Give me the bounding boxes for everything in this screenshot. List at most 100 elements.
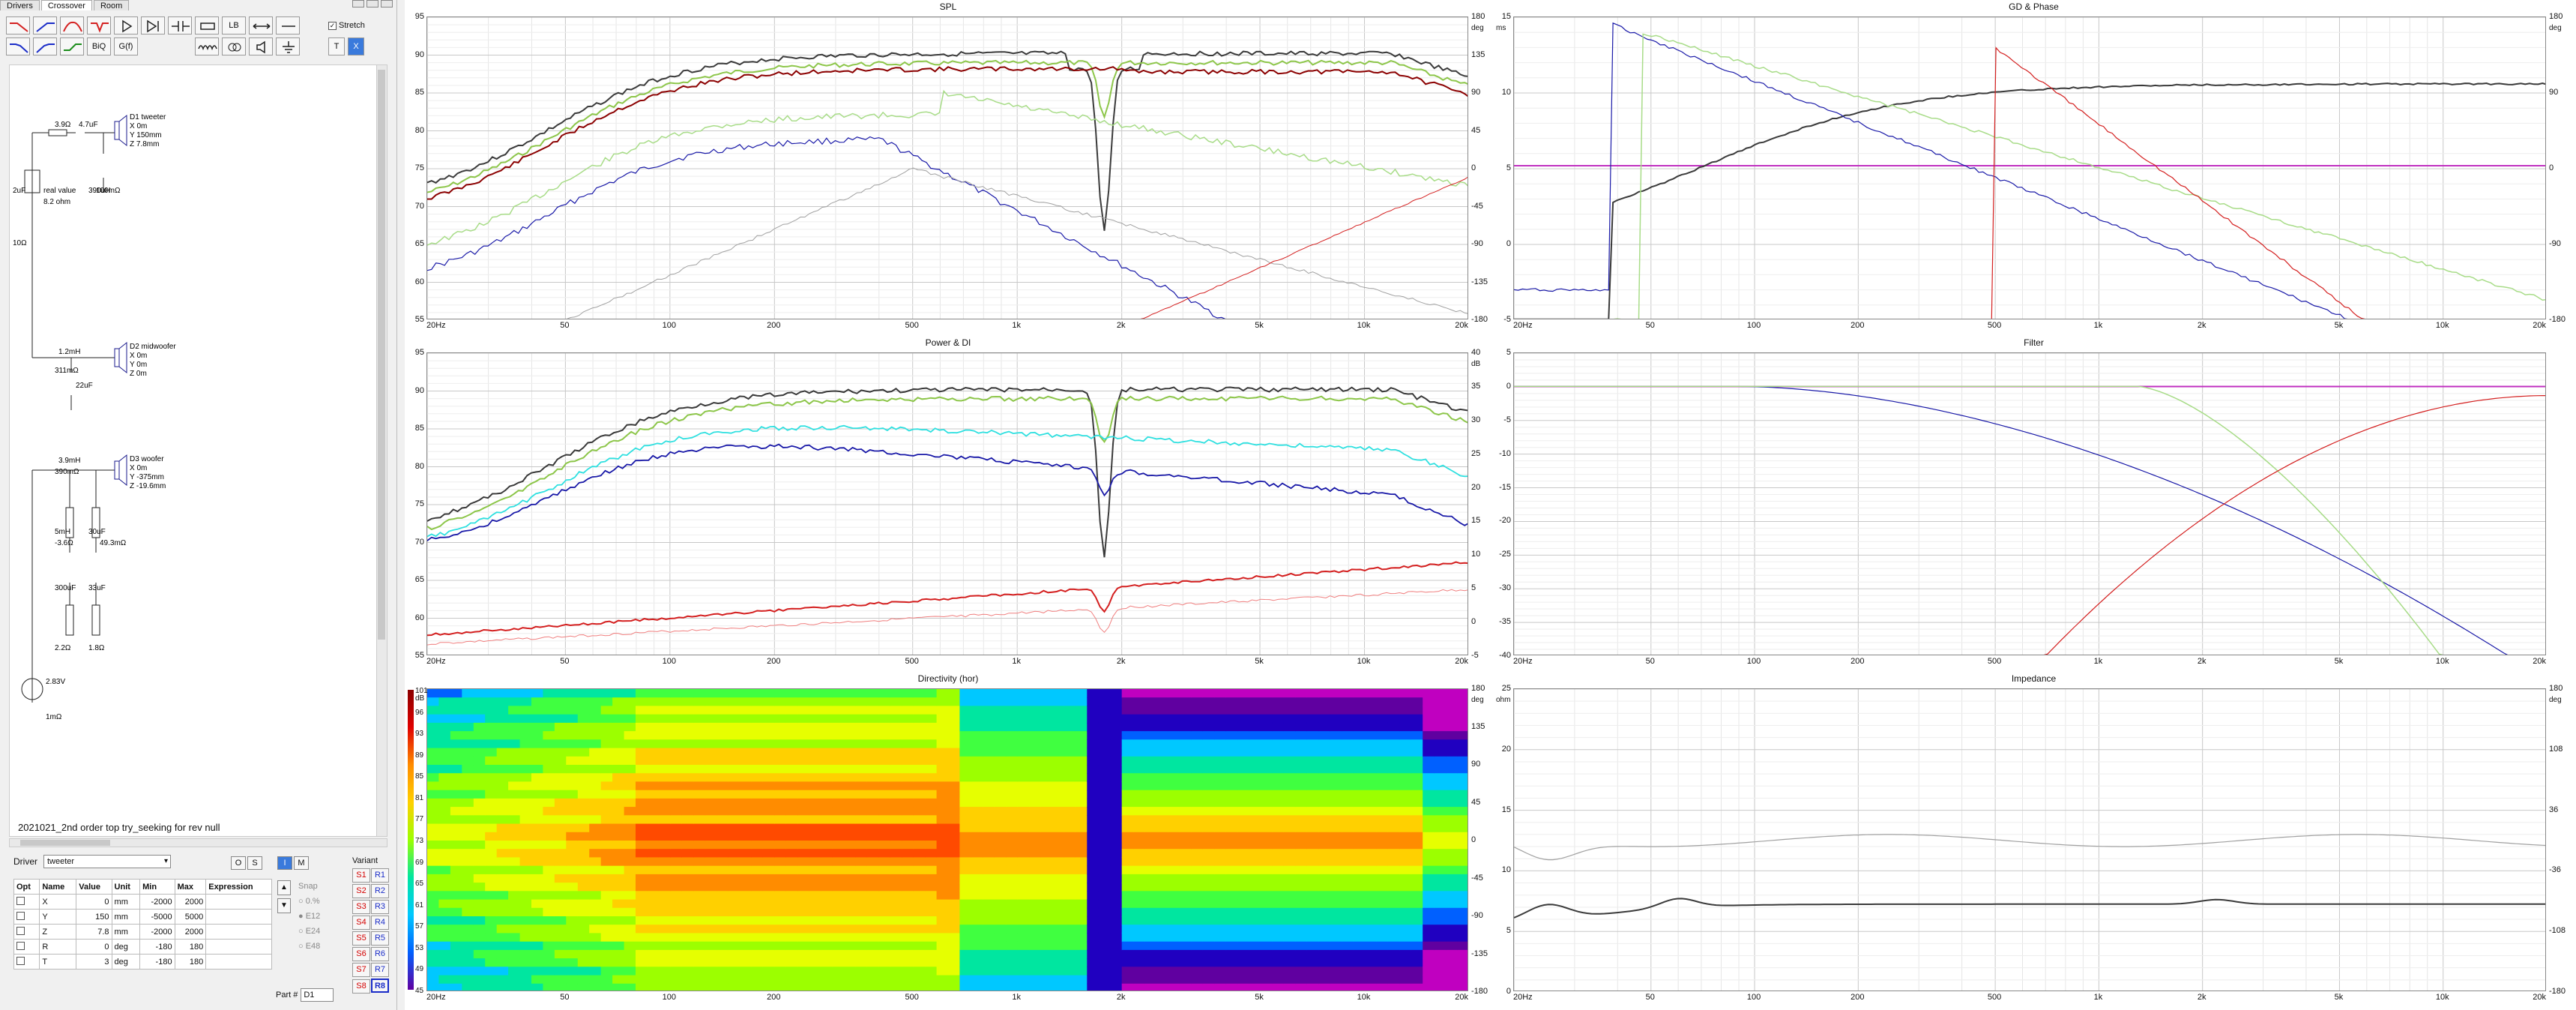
variant-s-button[interactable]: S8 xyxy=(352,979,370,994)
snap-option-e24[interactable]: ○ E24 xyxy=(298,927,321,936)
variant-s-button[interactable]: S6 xyxy=(352,947,370,961)
inductor-button[interactable] xyxy=(195,37,219,55)
table-row[interactable]: Z 7.8 mm -2000 2000 xyxy=(13,924,272,940)
crossover-schematic[interactable]: 3.9Ω 4.7uF real value 8.2 ohm 2uF 10Ω 390uH 100… xyxy=(9,64,387,837)
cell-min[interactable]: -5000 xyxy=(139,909,175,925)
bandpass-button[interactable] xyxy=(60,16,84,34)
opt-checkbox[interactable] xyxy=(16,926,25,935)
cell-max[interactable]: 2000 xyxy=(174,924,207,940)
variant-s-button[interactable]: S1 xyxy=(352,868,370,883)
opt-checkbox[interactable] xyxy=(16,941,25,950)
shelf-button[interactable] xyxy=(60,37,84,55)
directivity-plot[interactable] xyxy=(426,688,1468,991)
close-button[interactable] xyxy=(381,0,393,7)
cell-min[interactable]: -180 xyxy=(139,939,175,955)
cell-expression[interactable] xyxy=(205,924,272,940)
cell-name[interactable]: T xyxy=(39,954,77,970)
impedance-plot[interactable] xyxy=(1513,688,2546,991)
biq-button[interactable]: BiQ xyxy=(87,37,111,55)
i-button[interactable]: I xyxy=(277,856,292,870)
variant-r-button[interactable]: R3 xyxy=(371,900,389,914)
shape-button[interactable] xyxy=(276,16,300,34)
cell-opt[interactable] xyxy=(13,909,40,925)
text-tool-button[interactable]: T xyxy=(328,37,345,55)
variant-s-button[interactable]: S7 xyxy=(352,963,370,977)
snap-option-0[interactable]: ○ 0.% xyxy=(298,897,320,906)
opt-checkbox[interactable] xyxy=(16,911,25,920)
cell-unit[interactable]: mm xyxy=(111,924,141,940)
cell-min[interactable]: -2000 xyxy=(139,894,175,910)
table-row[interactable]: T 3 deg -180 180 xyxy=(13,954,272,970)
cell-name[interactable]: Z xyxy=(39,924,77,940)
speaker-button[interactable] xyxy=(249,37,273,55)
cell-expression[interactable] xyxy=(205,894,272,910)
highpass-1st-button[interactable] xyxy=(33,16,57,34)
power-di-plot[interactable] xyxy=(426,352,1468,655)
cell-max[interactable]: 180 xyxy=(174,954,207,970)
vscroll-thumb[interactable] xyxy=(378,70,385,640)
opt-checkbox[interactable] xyxy=(16,896,25,905)
tab-room[interactable]: Room xyxy=(93,0,130,10)
cell-opt[interactable] xyxy=(13,954,40,970)
gf-button[interactable]: G(f) xyxy=(114,37,138,55)
cell-expression[interactable] xyxy=(205,939,272,955)
variant-r-button[interactable]: R7 xyxy=(371,963,389,977)
lowpass-2nd-button[interactable] xyxy=(6,37,30,55)
variant-s-button[interactable]: S2 xyxy=(352,884,370,898)
amp-button[interactable] xyxy=(114,16,138,34)
cell-value[interactable]: 0 xyxy=(76,939,112,955)
cell-expression[interactable] xyxy=(205,954,272,970)
ground-button[interactable] xyxy=(276,37,300,55)
variant-s-button[interactable]: S5 xyxy=(352,931,370,946)
cell-unit[interactable]: mm xyxy=(111,894,141,910)
gd-phase-plot[interactable] xyxy=(1513,16,2546,319)
cell-max[interactable]: 180 xyxy=(174,939,207,955)
tab-crossover[interactable]: Crossover xyxy=(40,0,92,10)
restore-button[interactable] xyxy=(367,0,378,7)
cell-expression[interactable] xyxy=(205,909,272,925)
capacitor-button[interactable] xyxy=(168,16,192,34)
cell-min[interactable]: -2000 xyxy=(139,924,175,940)
cell-value[interactable]: 0 xyxy=(76,894,112,910)
minimize-button[interactable] xyxy=(352,0,364,7)
s-button[interactable]: S xyxy=(247,856,262,870)
cell-opt[interactable] xyxy=(13,924,40,940)
hscroll-thumb[interactable] xyxy=(20,840,110,846)
up-arrow-button[interactable]: ▲ xyxy=(277,880,291,895)
tab-drivers[interactable]: Drivers xyxy=(0,0,40,10)
variant-r-button[interactable]: R2 xyxy=(371,884,389,898)
delay-button[interactable] xyxy=(141,16,165,34)
highpass-2nd-button[interactable] xyxy=(33,37,57,55)
transformer-button[interactable] xyxy=(222,37,246,55)
down-arrow-button[interactable]: ▼ xyxy=(277,898,291,913)
cell-name[interactable]: Y xyxy=(39,909,77,925)
snap-option-e12[interactable]: ● E12 xyxy=(298,912,321,921)
cell-unit[interactable]: deg xyxy=(111,939,141,955)
part-number-field[interactable]: D1 xyxy=(301,988,334,1002)
table-row[interactable]: Y 150 mm -5000 5000 xyxy=(13,909,272,925)
o-button[interactable]: O xyxy=(231,856,246,870)
lowpass-1st-button[interactable] xyxy=(6,16,30,34)
variant-r-button[interactable]: R4 xyxy=(371,916,389,930)
cell-opt[interactable] xyxy=(13,939,40,955)
spl-plot[interactable] xyxy=(426,16,1468,319)
cell-name[interactable]: R xyxy=(39,939,77,955)
cell-opt[interactable] xyxy=(13,894,40,910)
link-button[interactable] xyxy=(249,16,273,34)
variant-r-button[interactable]: R6 xyxy=(371,947,389,961)
variant-r-button[interactable]: R5 xyxy=(371,931,389,946)
variant-s-button[interactable]: S4 xyxy=(352,916,370,930)
cell-max[interactable]: 5000 xyxy=(174,909,207,925)
schematic-vscroll[interactable] xyxy=(376,65,387,836)
resistor-button[interactable] xyxy=(195,16,219,34)
notch-button[interactable] xyxy=(87,16,111,34)
stretch-checkbox[interactable]: ✓ Stretch xyxy=(328,21,365,30)
m-button[interactable]: M xyxy=(294,856,309,870)
cell-value[interactable]: 150 xyxy=(76,909,112,925)
cell-name[interactable]: X xyxy=(39,894,77,910)
delete-tool-button[interactable]: X xyxy=(348,37,364,55)
cell-unit[interactable]: deg xyxy=(111,954,141,970)
table-row[interactable]: X 0 mm -2000 2000 xyxy=(13,894,272,910)
driver-select[interactable]: tweeter xyxy=(43,855,171,868)
variant-s-button[interactable]: S3 xyxy=(352,900,370,914)
